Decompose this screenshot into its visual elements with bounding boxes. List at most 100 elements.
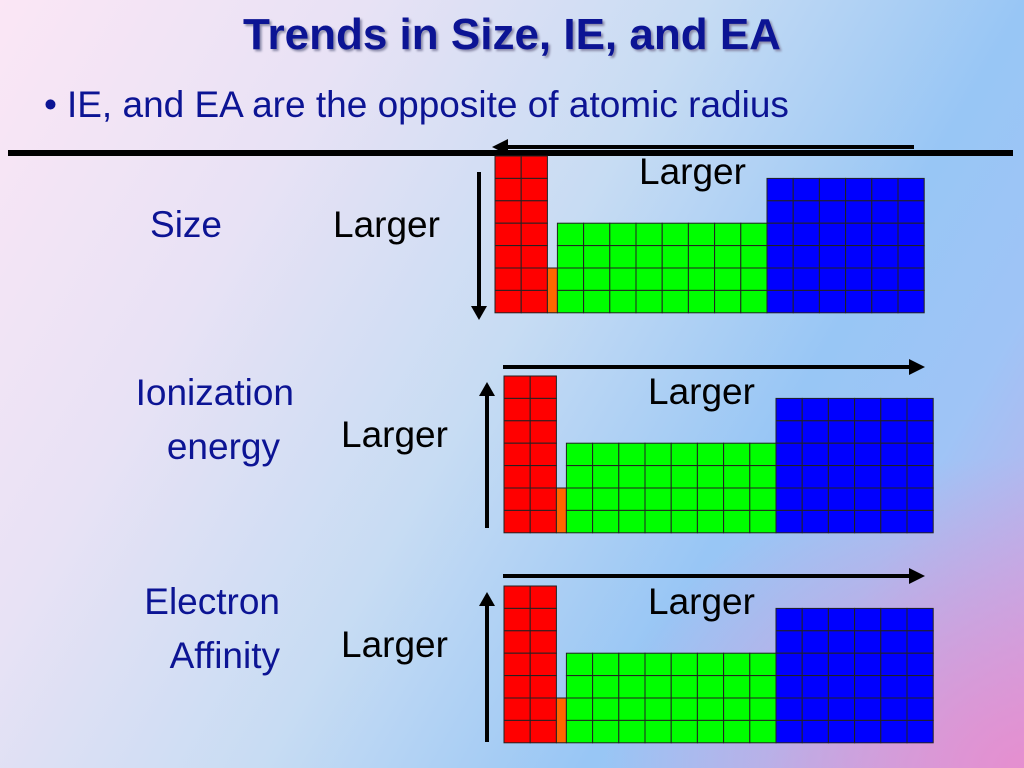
p-block-cell <box>854 465 882 489</box>
p-block-cell <box>801 652 829 677</box>
p-block-cell <box>897 245 925 269</box>
d-block-cell <box>583 267 611 291</box>
p-block-cell <box>801 675 829 699</box>
p-block-cell <box>801 487 829 511</box>
s-block-cell <box>494 289 522 314</box>
s-block-cell <box>529 675 557 699</box>
d-block-cell <box>609 289 637 314</box>
p-block-cell <box>827 652 856 677</box>
d-block-cell <box>644 719 672 744</box>
p-block-cell <box>827 719 856 744</box>
p-block-cell <box>880 397 908 422</box>
ea-label-line-1: Electron <box>144 581 280 622</box>
s-block-cell <box>503 442 531 467</box>
periodic-table-electron-affinity <box>503 585 934 744</box>
s-block-cell <box>520 200 548 224</box>
p-block-cell <box>775 652 803 677</box>
p-block-cell <box>880 509 908 534</box>
p-block-cell <box>827 442 856 467</box>
p-block-cell <box>766 245 794 269</box>
p-block-cell <box>906 652 934 677</box>
f-block-marker <box>546 267 558 314</box>
s-block-cell <box>503 375 531 399</box>
d-block-cell <box>749 719 777 744</box>
d-block-cell <box>696 465 725 489</box>
p-block-cell <box>792 177 820 202</box>
p-block-cell <box>880 465 908 489</box>
ionization-label-line-1: Ionization <box>135 372 294 413</box>
p-block-cell <box>854 652 882 677</box>
ie-up-arrow <box>479 382 495 528</box>
s-block-cell <box>520 222 548 247</box>
d-block-cell <box>592 719 620 744</box>
p-block-cell <box>801 420 829 444</box>
electron-affinity-label: Electron Affinity <box>90 575 280 683</box>
p-block-cell <box>854 675 882 699</box>
s-block-cell <box>529 607 557 632</box>
d-block-cell <box>618 719 646 744</box>
p-block-cell <box>854 442 882 467</box>
p-block-cell <box>801 397 829 422</box>
p-block-cell <box>880 420 908 444</box>
d-block-cell <box>696 697 725 721</box>
p-block-cell <box>871 222 899 247</box>
d-block-cell <box>618 675 646 699</box>
p-block-cell <box>801 719 829 744</box>
p-block-cell <box>871 267 899 291</box>
d-block-cell <box>565 652 594 677</box>
p-block-cell <box>906 675 934 699</box>
p-block-cell <box>818 222 847 247</box>
s-block-cell <box>529 697 557 721</box>
bullet-text: IE, and EA are the opposite of atomic ra… <box>66 84 789 125</box>
f-block-marker <box>555 697 567 744</box>
p-block-cell <box>775 487 803 511</box>
d-block-cell <box>670 652 698 677</box>
p-block-cell <box>775 465 803 489</box>
p-block-cell <box>906 697 934 721</box>
p-block-cell <box>775 420 803 444</box>
s-block-cell <box>503 487 531 511</box>
p-block-cell <box>906 719 934 744</box>
d-block-cell <box>670 487 698 511</box>
d-block-cell <box>723 509 751 534</box>
size-down-arrow <box>471 172 487 320</box>
d-block-cell <box>740 267 768 291</box>
p-block-cell <box>845 200 873 224</box>
d-block-cell <box>687 245 716 269</box>
d-block-cell <box>723 697 751 721</box>
p-block-cell <box>845 245 873 269</box>
ie-right-arrow <box>503 359 925 375</box>
s-block-cell <box>520 267 548 291</box>
p-block-cell <box>880 442 908 467</box>
size-left-arrow <box>492 139 914 155</box>
s-block-cell <box>529 487 557 511</box>
p-block-cell <box>801 465 829 489</box>
p-block-cell <box>775 442 803 467</box>
p-block-cell <box>827 509 856 534</box>
p-block-cell <box>792 289 820 314</box>
d-block-cell <box>696 442 725 467</box>
d-block-cell <box>644 675 672 699</box>
s-block-cell <box>494 245 522 269</box>
d-block-cell <box>635 289 663 314</box>
s-block-cell <box>503 420 531 444</box>
s-block-cell <box>503 675 531 699</box>
d-block-cell <box>635 267 663 291</box>
p-block-cell <box>906 509 934 534</box>
d-block-cell <box>661 245 689 269</box>
p-block-cell <box>880 719 908 744</box>
p-block-cell <box>792 200 820 224</box>
periodic-table-size <box>494 155 925 314</box>
p-block-cell <box>897 289 925 314</box>
d-block-cell <box>644 652 672 677</box>
d-block-cell <box>714 267 742 291</box>
p-block-cell <box>897 267 925 291</box>
s-block-cell <box>529 397 557 422</box>
p-block-cell <box>818 267 847 291</box>
p-block-cell <box>906 465 934 489</box>
d-block-cell <box>635 245 663 269</box>
d-block-cell <box>696 719 725 744</box>
size-label: Size <box>110 198 222 252</box>
p-block-cell <box>880 675 908 699</box>
s-block-cell <box>529 630 557 654</box>
